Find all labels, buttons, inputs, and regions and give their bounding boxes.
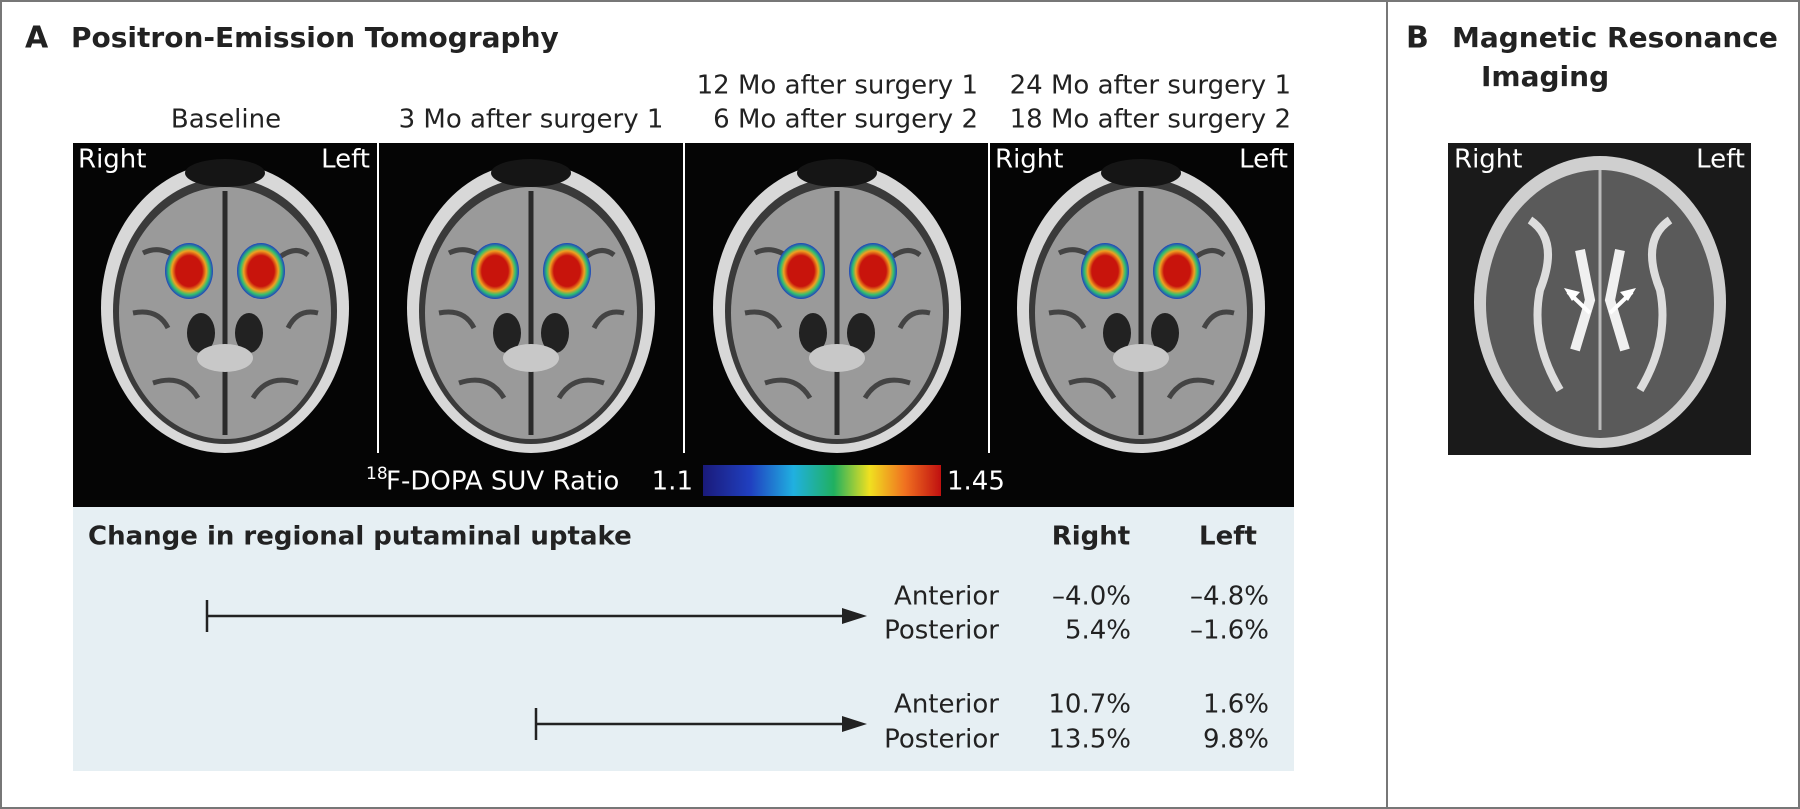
pet-image	[989, 143, 1294, 453]
orientation-label: Left	[1239, 145, 1288, 175]
colorbar-superscript: 18	[366, 464, 388, 484]
value-right: 13.5%	[1048, 725, 1131, 755]
timeline-arrow	[205, 600, 850, 740]
table-title: Change in regional putaminal uptake	[88, 522, 632, 552]
table-header: Right	[1052, 522, 1130, 552]
column-header: 3 Mo after surgery 1	[399, 105, 664, 135]
colorbar-label: F-DOPA SUV Ratio	[386, 467, 619, 497]
column-header: 12 Mo after surgery 1	[697, 71, 978, 101]
arrow-head	[842, 608, 867, 732]
orientation-label: Left	[321, 145, 370, 175]
pet-image	[73, 143, 378, 453]
region: Posterior	[884, 725, 999, 755]
colorbar-min: 1.1	[652, 467, 693, 497]
table-background	[73, 507, 1294, 771]
pet-image	[685, 143, 990, 453]
column-header: 18 Mo after surgery 2	[1010, 105, 1291, 135]
orientation-label: Right	[1454, 145, 1522, 175]
value-right: –4.0%	[1052, 582, 1131, 612]
value-right: 10.7%	[1048, 690, 1131, 720]
orientation-label: Left	[1696, 145, 1745, 175]
panel-title: Imaging	[1481, 60, 1609, 93]
value-left: –1.6%	[1190, 616, 1269, 646]
table-header: Left	[1199, 522, 1257, 552]
separator	[683, 143, 685, 453]
column-header: 24 Mo after surgery 1	[1010, 71, 1291, 101]
colorbar	[703, 465, 941, 496]
region: Posterior	[884, 616, 999, 646]
value-right: 5.4%	[1065, 616, 1131, 646]
panel-title: Positron-Emission Tomography	[71, 21, 559, 54]
value-left: 1.6%	[1203, 690, 1269, 720]
column-header: Baseline	[171, 105, 281, 135]
panel-title: Magnetic Resonance	[1452, 21, 1778, 54]
value-left: 9.8%	[1203, 725, 1269, 755]
orientation-label: Right	[78, 145, 146, 175]
pet-image	[379, 143, 684, 453]
separator	[988, 143, 990, 453]
panel-label: A	[25, 21, 49, 56]
value-left: –4.8%	[1190, 582, 1269, 612]
separator	[377, 143, 379, 453]
region: Anterior	[894, 582, 999, 612]
column-header: 6 Mo after surgery 2	[713, 105, 978, 135]
panel-label: B	[1406, 21, 1429, 56]
orientation-label: Right	[995, 145, 1063, 175]
colorbar-max: 1.45	[947, 467, 1005, 497]
region: Anterior	[894, 690, 999, 720]
mri-image	[1448, 143, 1751, 455]
colorbar-strip	[73, 453, 1294, 507]
